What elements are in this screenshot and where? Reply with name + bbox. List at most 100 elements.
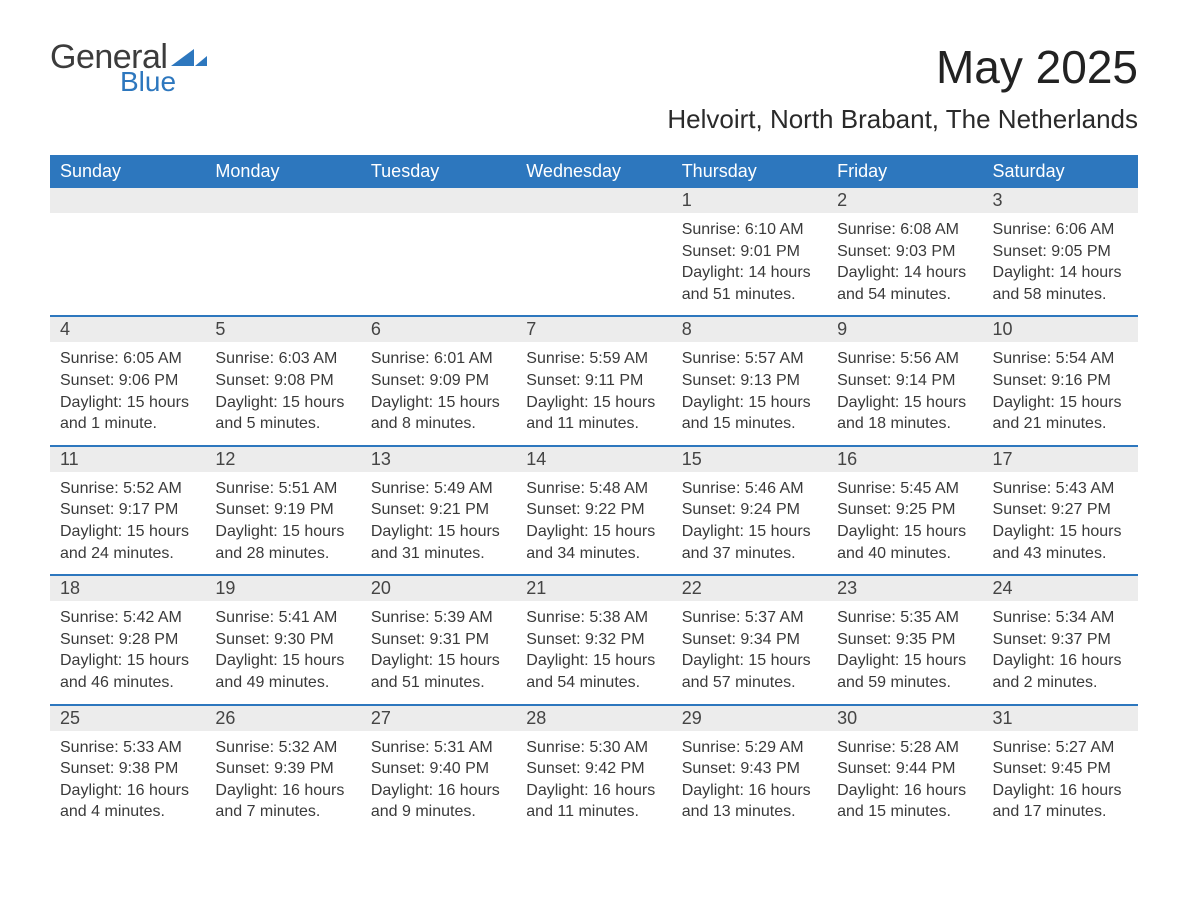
sunrise-text: Sunrise: 5:43 AM [993, 478, 1128, 500]
calendar-day-cell: 15Sunrise: 5:46 AMSunset: 9:24 PMDayligh… [672, 445, 827, 574]
sunrise-text: Sunrise: 6:08 AM [837, 219, 972, 241]
daylight-text: Daylight: 15 hours and 31 minutes. [371, 521, 506, 564]
sunrise-text: Sunrise: 5:45 AM [837, 478, 972, 500]
daylight-text: Daylight: 16 hours and 4 minutes. [60, 780, 195, 823]
sunrise-text: Sunrise: 5:32 AM [215, 737, 350, 759]
sunset-text: Sunset: 9:28 PM [60, 629, 195, 651]
calendar-day-cell [50, 188, 205, 315]
sunrise-text: Sunrise: 5:41 AM [215, 607, 350, 629]
daylight-text: Daylight: 15 hours and 1 minute. [60, 392, 195, 435]
calendar-week-row: 25Sunrise: 5:33 AMSunset: 9:38 PMDayligh… [50, 704, 1138, 833]
calendar-day-cell: 4Sunrise: 6:05 AMSunset: 9:06 PMDaylight… [50, 315, 205, 444]
sunrise-text: Sunrise: 6:06 AM [993, 219, 1128, 241]
day-number: 29 [672, 704, 827, 731]
dow-wednesday: Wednesday [516, 155, 671, 188]
day-details: Sunrise: 5:37 AMSunset: 9:34 PMDaylight:… [672, 601, 827, 703]
location-text: Helvoirt, North Brabant, The Netherlands [50, 104, 1138, 135]
sunset-text: Sunset: 9:05 PM [993, 241, 1128, 263]
sunset-text: Sunset: 9:06 PM [60, 370, 195, 392]
daylight-text: Daylight: 15 hours and 8 minutes. [371, 392, 506, 435]
logo: General Blue [50, 40, 207, 96]
day-number: 21 [516, 574, 671, 601]
day-details: Sunrise: 6:08 AMSunset: 9:03 PMDaylight:… [827, 213, 982, 315]
calendar-week-row: 1Sunrise: 6:10 AMSunset: 9:01 PMDaylight… [50, 188, 1138, 315]
sunset-text: Sunset: 9:11 PM [526, 370, 661, 392]
day-details: Sunrise: 5:56 AMSunset: 9:14 PMDaylight:… [827, 342, 982, 444]
sunset-text: Sunset: 9:43 PM [682, 758, 817, 780]
calendar-day-cell: 1Sunrise: 6:10 AMSunset: 9:01 PMDaylight… [672, 188, 827, 315]
calendar-day-cell: 25Sunrise: 5:33 AMSunset: 9:38 PMDayligh… [50, 704, 205, 833]
day-number: 19 [205, 574, 360, 601]
day-number: 9 [827, 315, 982, 342]
day-number: 11 [50, 445, 205, 472]
day-number: 18 [50, 574, 205, 601]
day-number: 14 [516, 445, 671, 472]
day-number: 17 [983, 445, 1138, 472]
sunrise-text: Sunrise: 5:48 AM [526, 478, 661, 500]
sunset-text: Sunset: 9:37 PM [993, 629, 1128, 651]
logo-text-blue: Blue [120, 68, 207, 96]
sunset-text: Sunset: 9:35 PM [837, 629, 972, 651]
day-details: Sunrise: 6:03 AMSunset: 9:08 PMDaylight:… [205, 342, 360, 444]
day-details: Sunrise: 5:29 AMSunset: 9:43 PMDaylight:… [672, 731, 827, 833]
sunrise-text: Sunrise: 5:34 AM [993, 607, 1128, 629]
day-details: Sunrise: 5:38 AMSunset: 9:32 PMDaylight:… [516, 601, 671, 703]
calendar-day-cell: 17Sunrise: 5:43 AMSunset: 9:27 PMDayligh… [983, 445, 1138, 574]
calendar-day-cell: 24Sunrise: 5:34 AMSunset: 9:37 PMDayligh… [983, 574, 1138, 703]
day-number: 24 [983, 574, 1138, 601]
daylight-text: Daylight: 14 hours and 51 minutes. [682, 262, 817, 305]
daylight-text: Daylight: 15 hours and 57 minutes. [682, 650, 817, 693]
sunrise-text: Sunrise: 5:33 AM [60, 737, 195, 759]
day-number: 12 [205, 445, 360, 472]
sunset-text: Sunset: 9:45 PM [993, 758, 1128, 780]
sunset-text: Sunset: 9:08 PM [215, 370, 350, 392]
sunrise-text: Sunrise: 5:46 AM [682, 478, 817, 500]
day-number: 1 [672, 188, 827, 213]
daylight-text: Daylight: 15 hours and 11 minutes. [526, 392, 661, 435]
day-number: 30 [827, 704, 982, 731]
day-details: Sunrise: 5:41 AMSunset: 9:30 PMDaylight:… [205, 601, 360, 703]
calendar-day-cell: 30Sunrise: 5:28 AMSunset: 9:44 PMDayligh… [827, 704, 982, 833]
day-details: Sunrise: 5:33 AMSunset: 9:38 PMDaylight:… [50, 731, 205, 833]
daylight-text: Daylight: 15 hours and 59 minutes. [837, 650, 972, 693]
sunset-text: Sunset: 9:17 PM [60, 499, 195, 521]
sunset-text: Sunset: 9:40 PM [371, 758, 506, 780]
sunrise-text: Sunrise: 5:56 AM [837, 348, 972, 370]
day-number [361, 188, 516, 213]
calendar-day-cell: 19Sunrise: 5:41 AMSunset: 9:30 PMDayligh… [205, 574, 360, 703]
logo-mark-icon [171, 44, 207, 70]
day-details: Sunrise: 5:42 AMSunset: 9:28 PMDaylight:… [50, 601, 205, 703]
sunset-text: Sunset: 9:03 PM [837, 241, 972, 263]
daylight-text: Daylight: 15 hours and 37 minutes. [682, 521, 817, 564]
day-details: Sunrise: 5:35 AMSunset: 9:35 PMDaylight:… [827, 601, 982, 703]
calendar-day-cell: 31Sunrise: 5:27 AMSunset: 9:45 PMDayligh… [983, 704, 1138, 833]
sunrise-text: Sunrise: 5:42 AM [60, 607, 195, 629]
day-details: Sunrise: 5:30 AMSunset: 9:42 PMDaylight:… [516, 731, 671, 833]
day-details: Sunrise: 6:06 AMSunset: 9:05 PMDaylight:… [983, 213, 1138, 315]
day-number [205, 188, 360, 213]
day-details: Sunrise: 5:34 AMSunset: 9:37 PMDaylight:… [983, 601, 1138, 703]
day-number: 3 [983, 188, 1138, 213]
calendar-day-cell: 26Sunrise: 5:32 AMSunset: 9:39 PMDayligh… [205, 704, 360, 833]
daylight-text: Daylight: 15 hours and 43 minutes. [993, 521, 1128, 564]
day-number: 16 [827, 445, 982, 472]
calendar-day-cell [361, 188, 516, 315]
sunset-text: Sunset: 9:44 PM [837, 758, 972, 780]
daylight-text: Daylight: 16 hours and 9 minutes. [371, 780, 506, 823]
day-details: Sunrise: 5:46 AMSunset: 9:24 PMDaylight:… [672, 472, 827, 574]
calendar-day-cell: 16Sunrise: 5:45 AMSunset: 9:25 PMDayligh… [827, 445, 982, 574]
day-details: Sunrise: 5:39 AMSunset: 9:31 PMDaylight:… [361, 601, 516, 703]
calendar-day-cell: 9Sunrise: 5:56 AMSunset: 9:14 PMDaylight… [827, 315, 982, 444]
sunset-text: Sunset: 9:25 PM [837, 499, 972, 521]
sunrise-text: Sunrise: 5:27 AM [993, 737, 1128, 759]
day-details: Sunrise: 5:59 AMSunset: 9:11 PMDaylight:… [516, 342, 671, 444]
sunrise-text: Sunrise: 6:10 AM [682, 219, 817, 241]
day-number: 10 [983, 315, 1138, 342]
dow-sunday: Sunday [50, 155, 205, 188]
daylight-text: Daylight: 15 hours and 46 minutes. [60, 650, 195, 693]
sunrise-text: Sunrise: 5:29 AM [682, 737, 817, 759]
calendar-day-cell: 10Sunrise: 5:54 AMSunset: 9:16 PMDayligh… [983, 315, 1138, 444]
sunset-text: Sunset: 9:31 PM [371, 629, 506, 651]
daylight-text: Daylight: 16 hours and 17 minutes. [993, 780, 1128, 823]
day-number [516, 188, 671, 213]
